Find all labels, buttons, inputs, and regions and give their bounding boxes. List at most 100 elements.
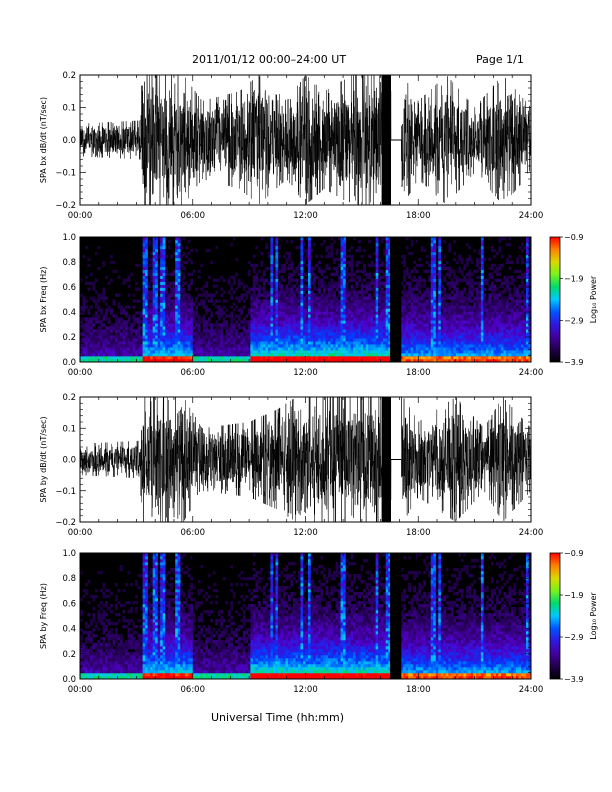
heat-cell xyxy=(373,284,376,288)
heat-cell xyxy=(343,272,346,276)
heat-cell xyxy=(262,329,266,333)
heat-cell xyxy=(220,323,224,327)
heat-cell xyxy=(310,335,314,339)
heat-cell xyxy=(308,263,311,268)
heat-cell xyxy=(385,314,389,318)
heat-cell xyxy=(368,314,371,318)
heat-cell xyxy=(172,350,176,354)
heat-cell xyxy=(147,263,151,268)
heat-cell xyxy=(142,359,146,363)
heat-cell xyxy=(177,284,181,288)
heat-cell xyxy=(400,332,404,336)
heat-cell xyxy=(152,263,156,268)
heat-cell xyxy=(285,251,289,256)
heat-cell xyxy=(297,353,301,357)
heat-cell xyxy=(150,275,153,279)
heat-cell xyxy=(453,320,457,324)
heat-cell xyxy=(510,320,514,324)
heat-cell xyxy=(423,329,427,333)
heat-cell xyxy=(155,263,158,268)
heat-cell xyxy=(147,317,151,321)
heat-cell xyxy=(247,260,251,265)
heat-cell xyxy=(265,356,269,360)
y-tick-label: −0.2 xyxy=(55,201,76,211)
heat-cell xyxy=(310,278,314,282)
heat-cell xyxy=(190,350,194,354)
heat-cell xyxy=(132,353,136,357)
heat-cell xyxy=(353,278,356,282)
heat-cell xyxy=(338,350,341,354)
heat-cell xyxy=(518,299,522,303)
heat-cell xyxy=(428,323,432,327)
heat-cell xyxy=(287,359,291,363)
heat-cell xyxy=(488,308,492,312)
heat-cell xyxy=(165,266,168,271)
heat-cell xyxy=(210,344,214,348)
heat-cell xyxy=(438,242,442,247)
heat-cell xyxy=(388,317,391,321)
heat-cell xyxy=(430,251,434,256)
heat-cell xyxy=(388,284,391,288)
heat-cell xyxy=(170,290,174,294)
heat-cell xyxy=(160,341,163,345)
heat-cell xyxy=(177,353,181,357)
heat-cell xyxy=(330,335,334,339)
heat-cell xyxy=(215,305,219,309)
heat-cell xyxy=(348,308,351,312)
heat-cell xyxy=(345,281,349,285)
heat-cell xyxy=(308,344,311,348)
heat-cell xyxy=(255,245,259,250)
heat-cell xyxy=(315,320,319,324)
heat-cell xyxy=(175,347,179,351)
heat-cell xyxy=(328,332,331,336)
heat-cell xyxy=(335,287,339,291)
heat-cell xyxy=(438,269,442,274)
heat-cell xyxy=(348,272,351,276)
heat-cell xyxy=(272,272,276,276)
heat-cell xyxy=(210,299,214,303)
heat-cell xyxy=(210,293,214,297)
heat-cell xyxy=(222,338,226,342)
heat-cell xyxy=(95,314,98,318)
heat-cell xyxy=(513,278,517,282)
heat-cell xyxy=(200,317,204,321)
heat-cell xyxy=(200,350,204,354)
heat-cell xyxy=(510,344,514,348)
heat-cell xyxy=(120,347,123,351)
heat-cell xyxy=(315,341,319,345)
heat-cell xyxy=(325,275,329,279)
heat-cell xyxy=(378,278,381,282)
heat-cell xyxy=(485,326,489,330)
heat-cell xyxy=(508,323,512,327)
heat-cell xyxy=(182,359,186,363)
heat-cell xyxy=(270,287,274,291)
heat-cell xyxy=(425,338,429,342)
heat-cell xyxy=(460,305,464,309)
heat-cell xyxy=(448,326,452,330)
heat-cell xyxy=(378,350,381,354)
heat-cell xyxy=(325,308,329,312)
heat-cell xyxy=(463,290,467,294)
heat-cell xyxy=(290,284,294,288)
heat-cell xyxy=(453,344,457,348)
heat-cell xyxy=(383,350,386,354)
heat-cell xyxy=(187,308,191,312)
heat-cell xyxy=(405,299,409,303)
heat-cell xyxy=(125,305,128,309)
heat-cell xyxy=(405,323,409,327)
heat-cell xyxy=(107,353,111,357)
heat-cell xyxy=(385,275,389,279)
heat-cell xyxy=(368,350,371,354)
heat-cell xyxy=(440,329,444,333)
heat-cell xyxy=(185,350,189,354)
heat-cell xyxy=(483,356,487,360)
heat-cell xyxy=(380,344,384,348)
heat-cell xyxy=(515,275,519,279)
heat-cell xyxy=(370,263,374,268)
heat-cell xyxy=(267,317,271,321)
heat-cell xyxy=(448,356,452,360)
heat-cell xyxy=(430,281,434,285)
heat-cell xyxy=(170,353,174,357)
heat-cell xyxy=(125,278,128,282)
heat-cell xyxy=(87,329,91,333)
